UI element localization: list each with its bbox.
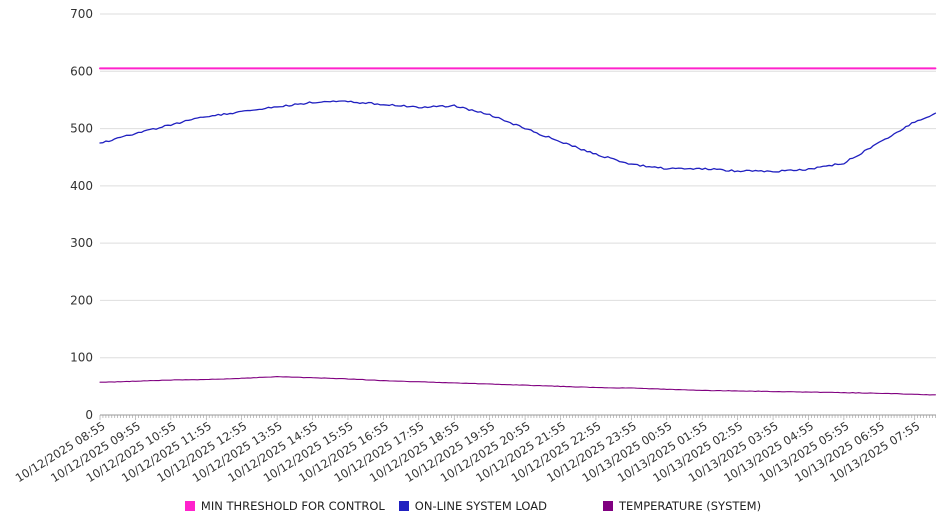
legend-swatch-icon [603,501,613,511]
legend-label: ON-LINE SYSTEM LOAD [414,499,547,513]
y-axis-tick-label: 100 [70,351,93,365]
legend-label: MIN THRESHOLD FOR CONTROL [200,499,385,513]
y-axis-tick-label: 400 [70,179,93,193]
y-axis-tick-label: 600 [70,64,93,78]
legend-swatch-icon [398,501,409,511]
y-axis-tick-label: 200 [70,293,93,307]
x-axis-tick-marks [99,415,936,420]
chart-legend: MIN THRESHOLD FOR CONTROL ON-LINE SYSTEM … [0,499,946,513]
y-axis-tick-label: 700 [70,7,93,21]
y-axis-tick-label: 500 [70,122,93,136]
legend-label: TEMPERATURE (SYSTEM) [619,499,762,513]
y-axis-tick-label: 0 [85,408,93,422]
legend-swatch-icon [184,501,195,511]
legend-item: TEMPERATURE (SYSTEM) [603,499,761,513]
series-temperature-system [99,376,936,396]
y-axis-tick-label: 300 [70,236,93,250]
series-on-line-system-load [99,100,937,173]
legend-item: ON-LINE SYSTEM LOAD [398,499,547,513]
legend-item: MIN THRESHOLD FOR CONTROL [184,499,385,513]
